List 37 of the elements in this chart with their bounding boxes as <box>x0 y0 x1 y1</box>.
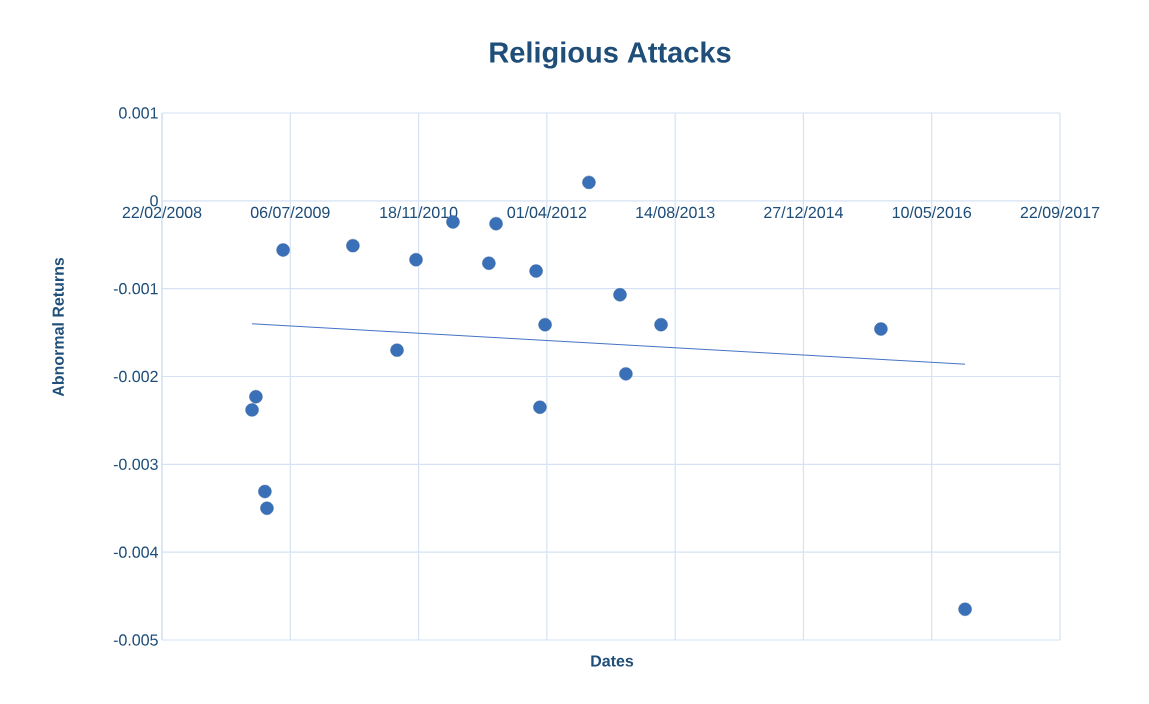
point <box>260 501 274 515</box>
x-tick-label: 06/07/2009 <box>250 206 330 219</box>
point <box>582 175 596 190</box>
x-tick-label: 27/12/2014 <box>764 206 843 219</box>
x-tick-label: 18/11/2010 <box>380 206 458 219</box>
x-axis-title: Dates <box>591 655 634 667</box>
point <box>346 238 360 253</box>
point <box>533 400 547 414</box>
y-tick-label: -0.001 <box>113 283 158 295</box>
y-tick-label: 0 <box>150 195 158 207</box>
point <box>619 367 633 381</box>
chart-title: Religious Attacks <box>490 41 731 69</box>
y-tick-label: -0.003 <box>113 458 158 470</box>
x-tick-label: 10/05/2016 <box>892 206 972 219</box>
x-tick-label: 14/08/2013 <box>636 206 715 219</box>
point <box>958 602 972 616</box>
point <box>409 253 423 267</box>
y-tick-label: -0.004 <box>113 546 159 558</box>
x-tick-label: 22/02/2008 <box>122 206 202 219</box>
point <box>529 264 543 278</box>
x-tick-label: 22/09/2017 <box>1020 206 1100 219</box>
point <box>249 390 263 404</box>
point <box>258 484 272 499</box>
point <box>245 403 259 417</box>
point <box>538 318 552 332</box>
point <box>489 216 503 231</box>
point <box>654 318 668 332</box>
point <box>482 256 496 270</box>
y-tick-label: -0.005 <box>113 634 158 646</box>
point <box>874 322 888 336</box>
y-tick-label: 0.001 <box>119 107 158 119</box>
point <box>390 343 404 357</box>
y-tick-label: -0.002 <box>113 370 158 383</box>
x-tick-label: 01/04/2012 <box>507 206 587 219</box>
point <box>613 288 627 302</box>
point <box>276 243 290 257</box>
y-axis-title: Abnormal Returns <box>52 257 64 397</box>
